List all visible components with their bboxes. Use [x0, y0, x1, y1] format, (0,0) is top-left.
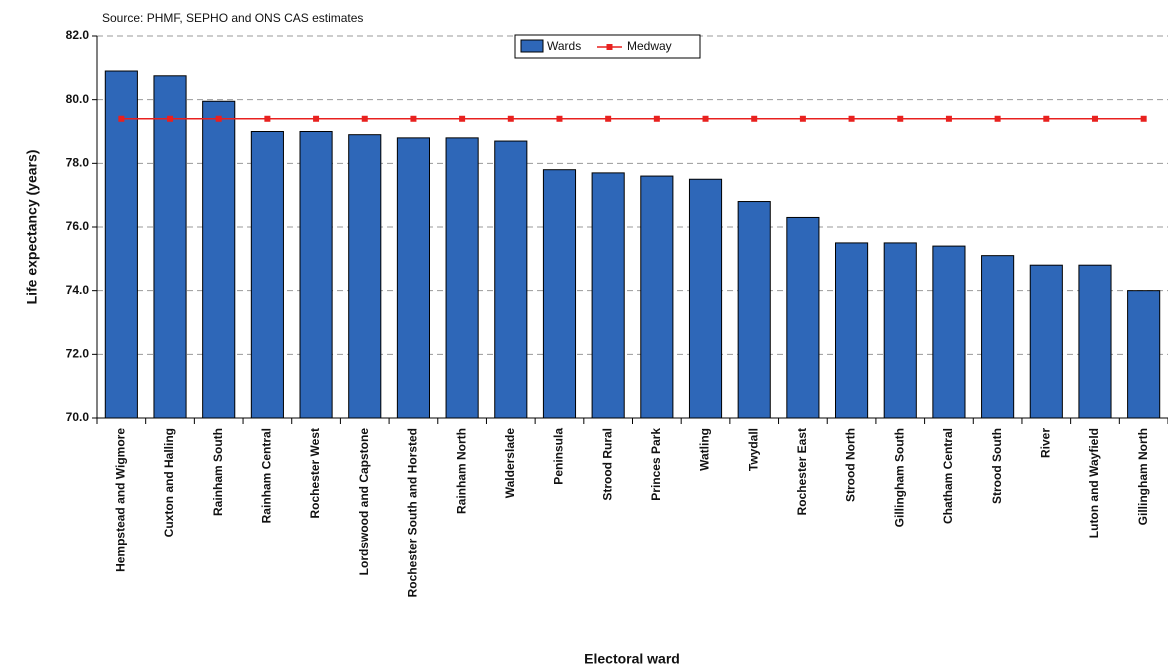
legend-marker	[606, 44, 613, 50]
x-tick-label: Peninsula	[552, 428, 566, 485]
y-tick-label: 80.0	[66, 92, 90, 106]
bar	[688, 178, 723, 419]
line-marker	[653, 115, 660, 122]
bar	[640, 175, 674, 419]
legend-label: Wards	[547, 39, 581, 53]
bar	[250, 131, 284, 419]
line-marker	[605, 115, 612, 122]
bar	[542, 169, 577, 419]
y-tick-label: 82.0	[66, 28, 90, 42]
line-marker	[702, 115, 709, 122]
bar	[786, 216, 820, 419]
x-tick-label: Rainham South	[211, 428, 225, 516]
bar	[883, 242, 917, 419]
y-tick-label: 70.0	[66, 410, 90, 424]
x-tick-label: Rainham North	[454, 428, 468, 514]
line-marker	[848, 115, 855, 122]
x-tick-label: Rainham Central	[260, 428, 274, 523]
bar	[1127, 290, 1161, 419]
x-tick-label: Princes Park	[649, 428, 663, 501]
line-marker	[313, 115, 320, 122]
line-marker	[167, 115, 174, 122]
line-marker	[1043, 115, 1050, 122]
bar	[591, 172, 625, 419]
x-tick-label: Strood South	[990, 428, 1004, 504]
legend-label: Medway	[627, 39, 672, 53]
x-tick-label: River	[1038, 428, 1052, 458]
x-tick-label: Watling	[698, 428, 712, 471]
bar	[1029, 264, 1063, 419]
line-marker	[507, 115, 514, 122]
bar	[494, 140, 528, 419]
line-marker	[118, 115, 125, 122]
line-marker	[459, 115, 466, 122]
x-tick-label: Strood North	[844, 428, 858, 502]
bar	[981, 255, 1015, 419]
x-tick-label: Cuxton and Halling	[162, 428, 176, 537]
chart-subtitle: Source: PHMF, SEPHO and ONS CAS estimate…	[102, 11, 363, 25]
x-tick-label: Lordswood and Capstone	[357, 428, 371, 576]
x-tick-label: Rochester West	[308, 428, 322, 518]
bar	[835, 242, 869, 419]
bar	[932, 245, 966, 419]
y-tick-label: 78.0	[66, 156, 90, 170]
x-tick-label: Chatham Central	[941, 428, 955, 524]
bar	[737, 201, 771, 419]
line-marker	[799, 115, 806, 122]
y-tick-label: 74.0	[66, 283, 90, 297]
y-tick-label: 76.0	[66, 219, 90, 233]
bar	[445, 137, 479, 419]
x-tick-label: Gillingham North	[1136, 428, 1150, 525]
bar	[348, 134, 382, 419]
x-tick-label: Strood Rural	[600, 428, 614, 501]
line-marker	[361, 115, 368, 122]
y-tick-label: 72.0	[66, 347, 90, 361]
line-marker	[751, 115, 758, 122]
bar	[153, 75, 187, 419]
bar	[299, 131, 333, 419]
bar	[202, 100, 236, 419]
line-marker	[410, 115, 417, 122]
bar	[104, 70, 138, 419]
bar	[396, 137, 430, 419]
line-marker	[897, 115, 904, 122]
x-tick-label: Luton and Wayfield	[1087, 428, 1101, 538]
x-tick-label: Rochester South and Horsted	[406, 428, 420, 597]
line-marker	[215, 115, 222, 122]
x-tick-label: Twydall	[746, 428, 760, 471]
line-marker	[556, 115, 563, 122]
y-axis-label: Life expectancy (years)	[24, 150, 40, 305]
x-tick-label: Gillingham South	[892, 428, 906, 527]
line-marker	[264, 115, 271, 122]
x-tick-label: Walderslade	[503, 428, 517, 499]
line-marker	[994, 115, 1001, 122]
line-marker	[945, 115, 952, 122]
line-marker	[1091, 115, 1098, 122]
bar	[1078, 264, 1112, 419]
x-tick-label: Rochester East	[795, 428, 809, 515]
x-axis-label: Electoral ward	[584, 651, 680, 667]
x-tick-label: Hempstead and Wigmore	[114, 428, 128, 572]
line-marker	[1140, 115, 1147, 122]
legend-swatch	[520, 39, 544, 53]
